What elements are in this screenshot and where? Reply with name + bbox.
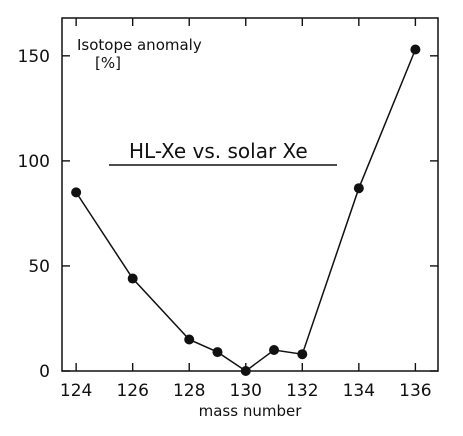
x-tick-label: 130 [230,381,262,401]
y-tick-label: 0 [39,362,50,382]
data-point [184,334,195,345]
data-point [212,347,223,358]
data-point [353,183,364,194]
data-point [269,344,280,355]
x-axis-ticks: 124 126 128 130 132 134 136 [60,18,432,401]
y-axis-label: Isotope anomaly [77,36,202,54]
data-point [127,273,138,284]
x-tick-label: 126 [116,381,148,401]
y-tick-label: 150 [18,47,50,67]
y-axis-ticks: 0 50 100 150 [18,47,438,382]
x-tick-label: 134 [343,381,375,401]
comparison-annotation: HL-Xe vs. solar Xe [129,139,308,163]
y-tick-label: 50 [28,257,50,277]
x-axis-label: mass number [199,402,303,420]
series-layer [71,44,421,376]
y-axis-unit: [%] [95,54,121,72]
data-point [71,187,82,198]
data-point [297,349,308,360]
x-tick-label: 124 [60,381,92,401]
x-tick-label: 128 [173,381,205,401]
x-tick-label: 136 [399,381,431,401]
data-point [410,44,421,55]
x-tick-label: 132 [286,381,318,401]
data-point [240,366,251,376]
series-line [75,49,417,372]
y-tick-label: 100 [18,152,50,172]
